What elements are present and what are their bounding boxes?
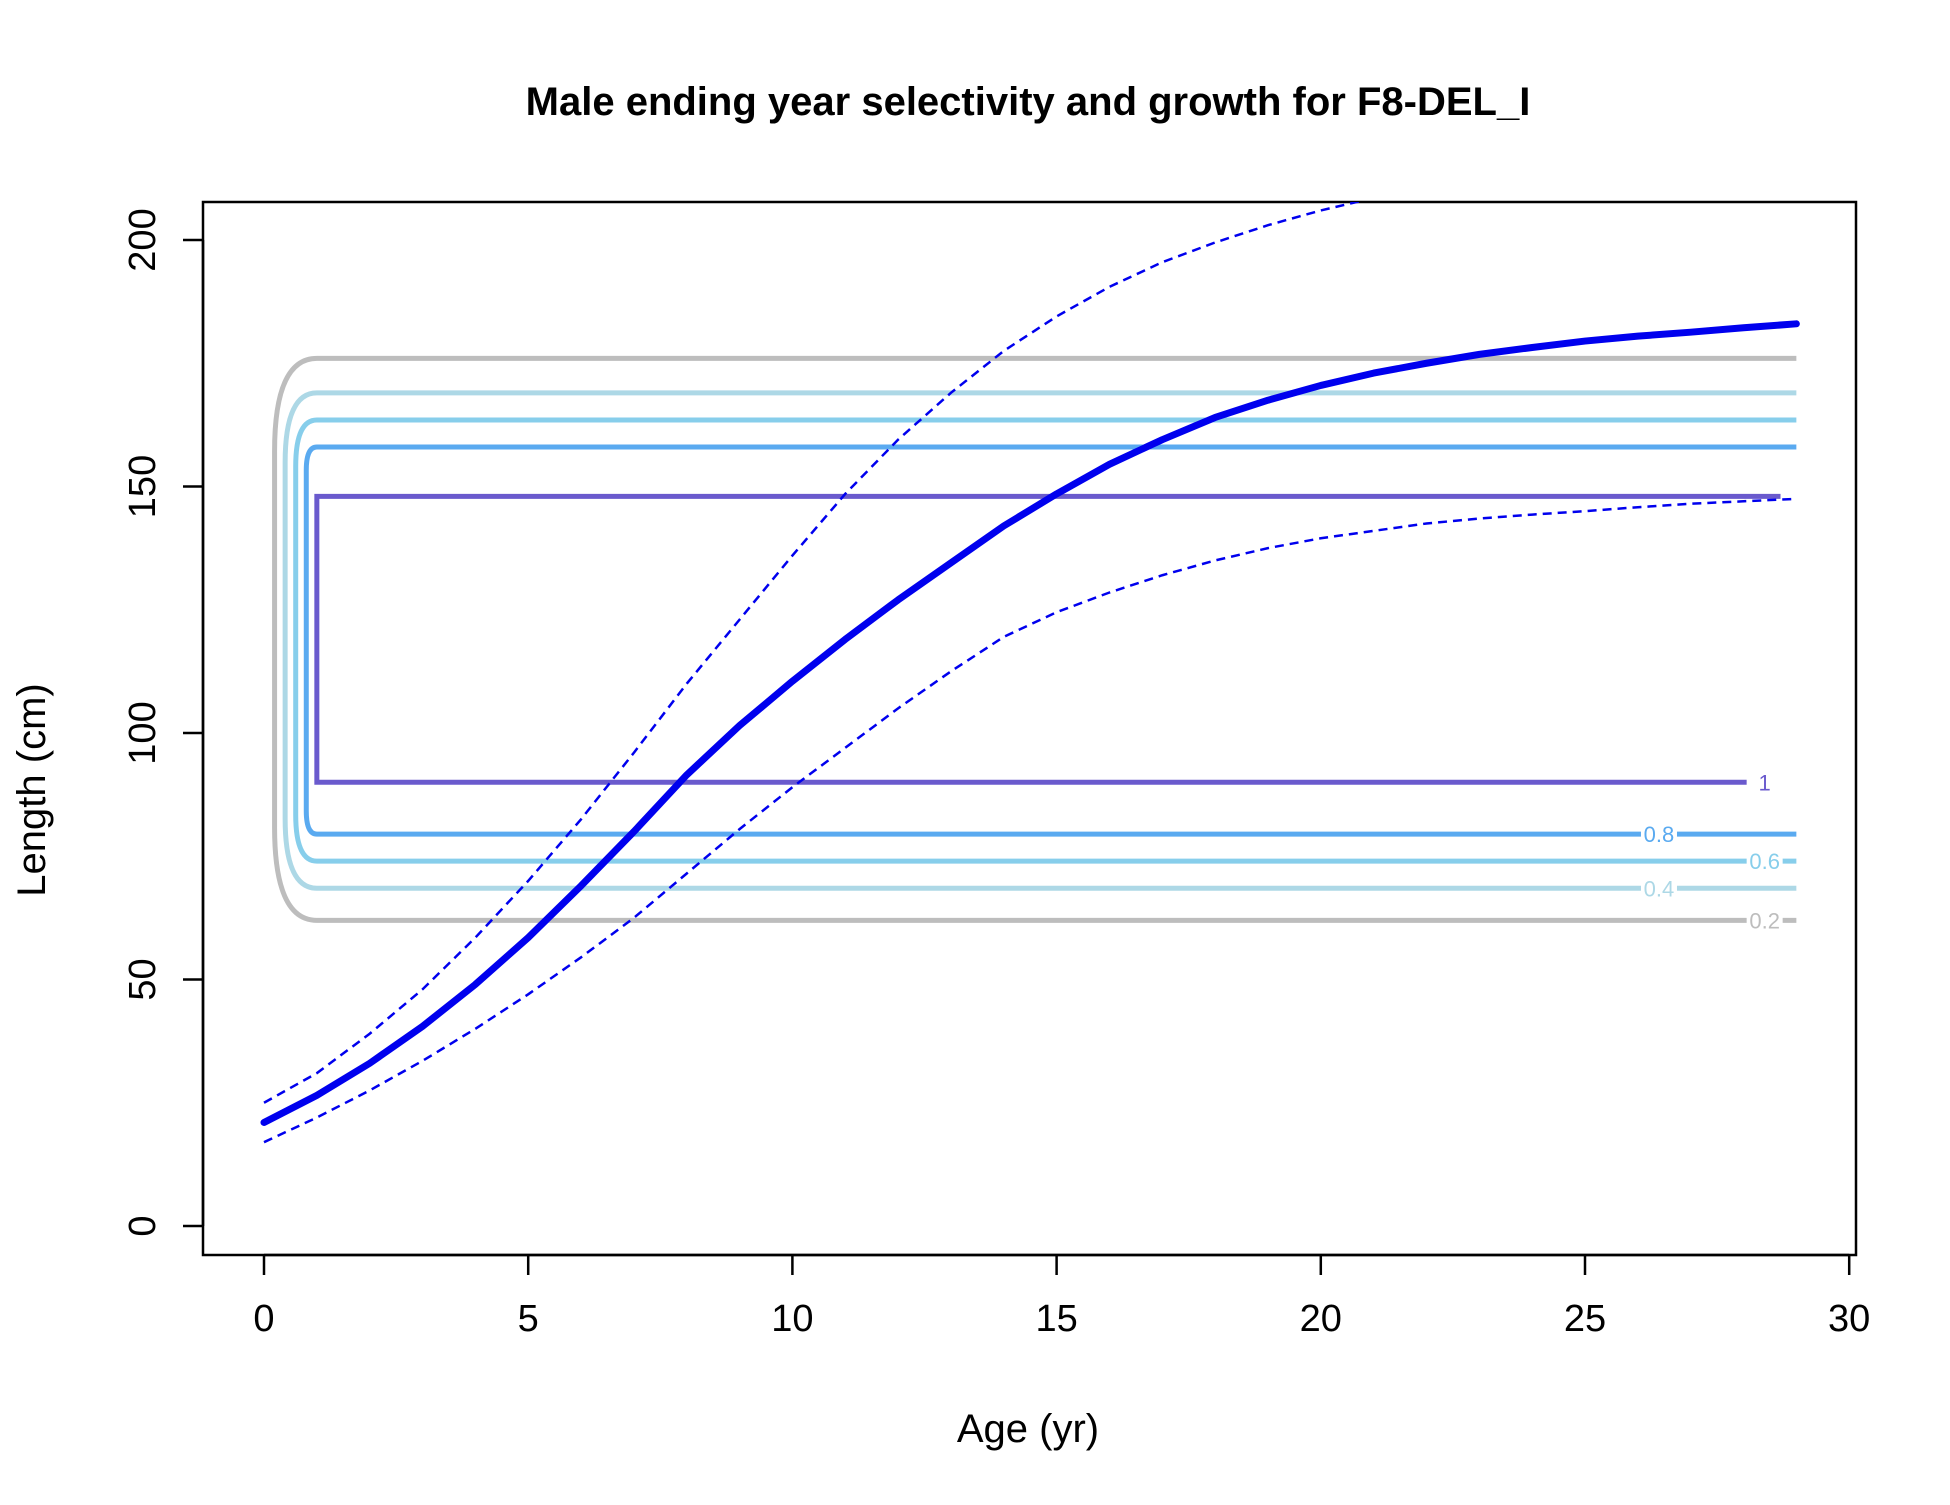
contour-label-0.4: 0.4: [1644, 876, 1675, 901]
contour-label-0.6: 0.6: [1749, 849, 1780, 874]
selectivity-contour-0.6: [293, 417, 1797, 864]
x-tick-label: 10: [771, 1298, 813, 1340]
lower-bound-line: [263, 497, 1797, 1144]
contour-label-bg: [1746, 848, 1783, 875]
selectivity-contour-0.8: [303, 444, 1797, 837]
y-tick-label: 50: [122, 958, 164, 1000]
y-axis-label: Length (cm): [10, 683, 54, 896]
x-tick-label: 0: [253, 1298, 274, 1340]
contour-label-1: 1: [1759, 770, 1771, 795]
selectivity-contour-1: [314, 493, 1781, 785]
x-axis-label: Age (yr): [957, 1407, 1099, 1451]
upper-bound-line: [263, 202, 1363, 1104]
contour-label-bg: [1640, 821, 1677, 848]
x-tick-label: 25: [1564, 1298, 1606, 1340]
contour-label-bg: [1746, 769, 1783, 796]
selectivity-contour-0.2: [272, 355, 1797, 923]
x-tick-label: 5: [518, 1298, 539, 1340]
x-tick-label: 20: [1300, 1298, 1342, 1340]
x-tick-label: 30: [1828, 1298, 1870, 1340]
selectivity-contour-0.4: [282, 390, 1797, 891]
x-tick-label: 15: [1035, 1298, 1077, 1340]
growth-curve-line: [260, 320, 1800, 1126]
y-tick-label: 0: [122, 1215, 164, 1236]
y-tick-label: 100: [122, 701, 164, 764]
contour-label-bg: [1640, 875, 1677, 902]
y-tick-label: 200: [122, 208, 164, 271]
contour-label-0.2: 0.2: [1749, 908, 1780, 933]
contour-label-0.8: 0.8: [1644, 822, 1675, 847]
chart-title: Male ending year selectivity and growth …: [526, 80, 1531, 124]
contour-label-bg: [1746, 907, 1783, 934]
plot-content: 0 5 10 15 20 25 30 0 50 100 150 200 0.2 0.4 0.6 0.8 1: [122, 200, 1870, 1340]
y-tick-label: 150: [122, 455, 164, 518]
